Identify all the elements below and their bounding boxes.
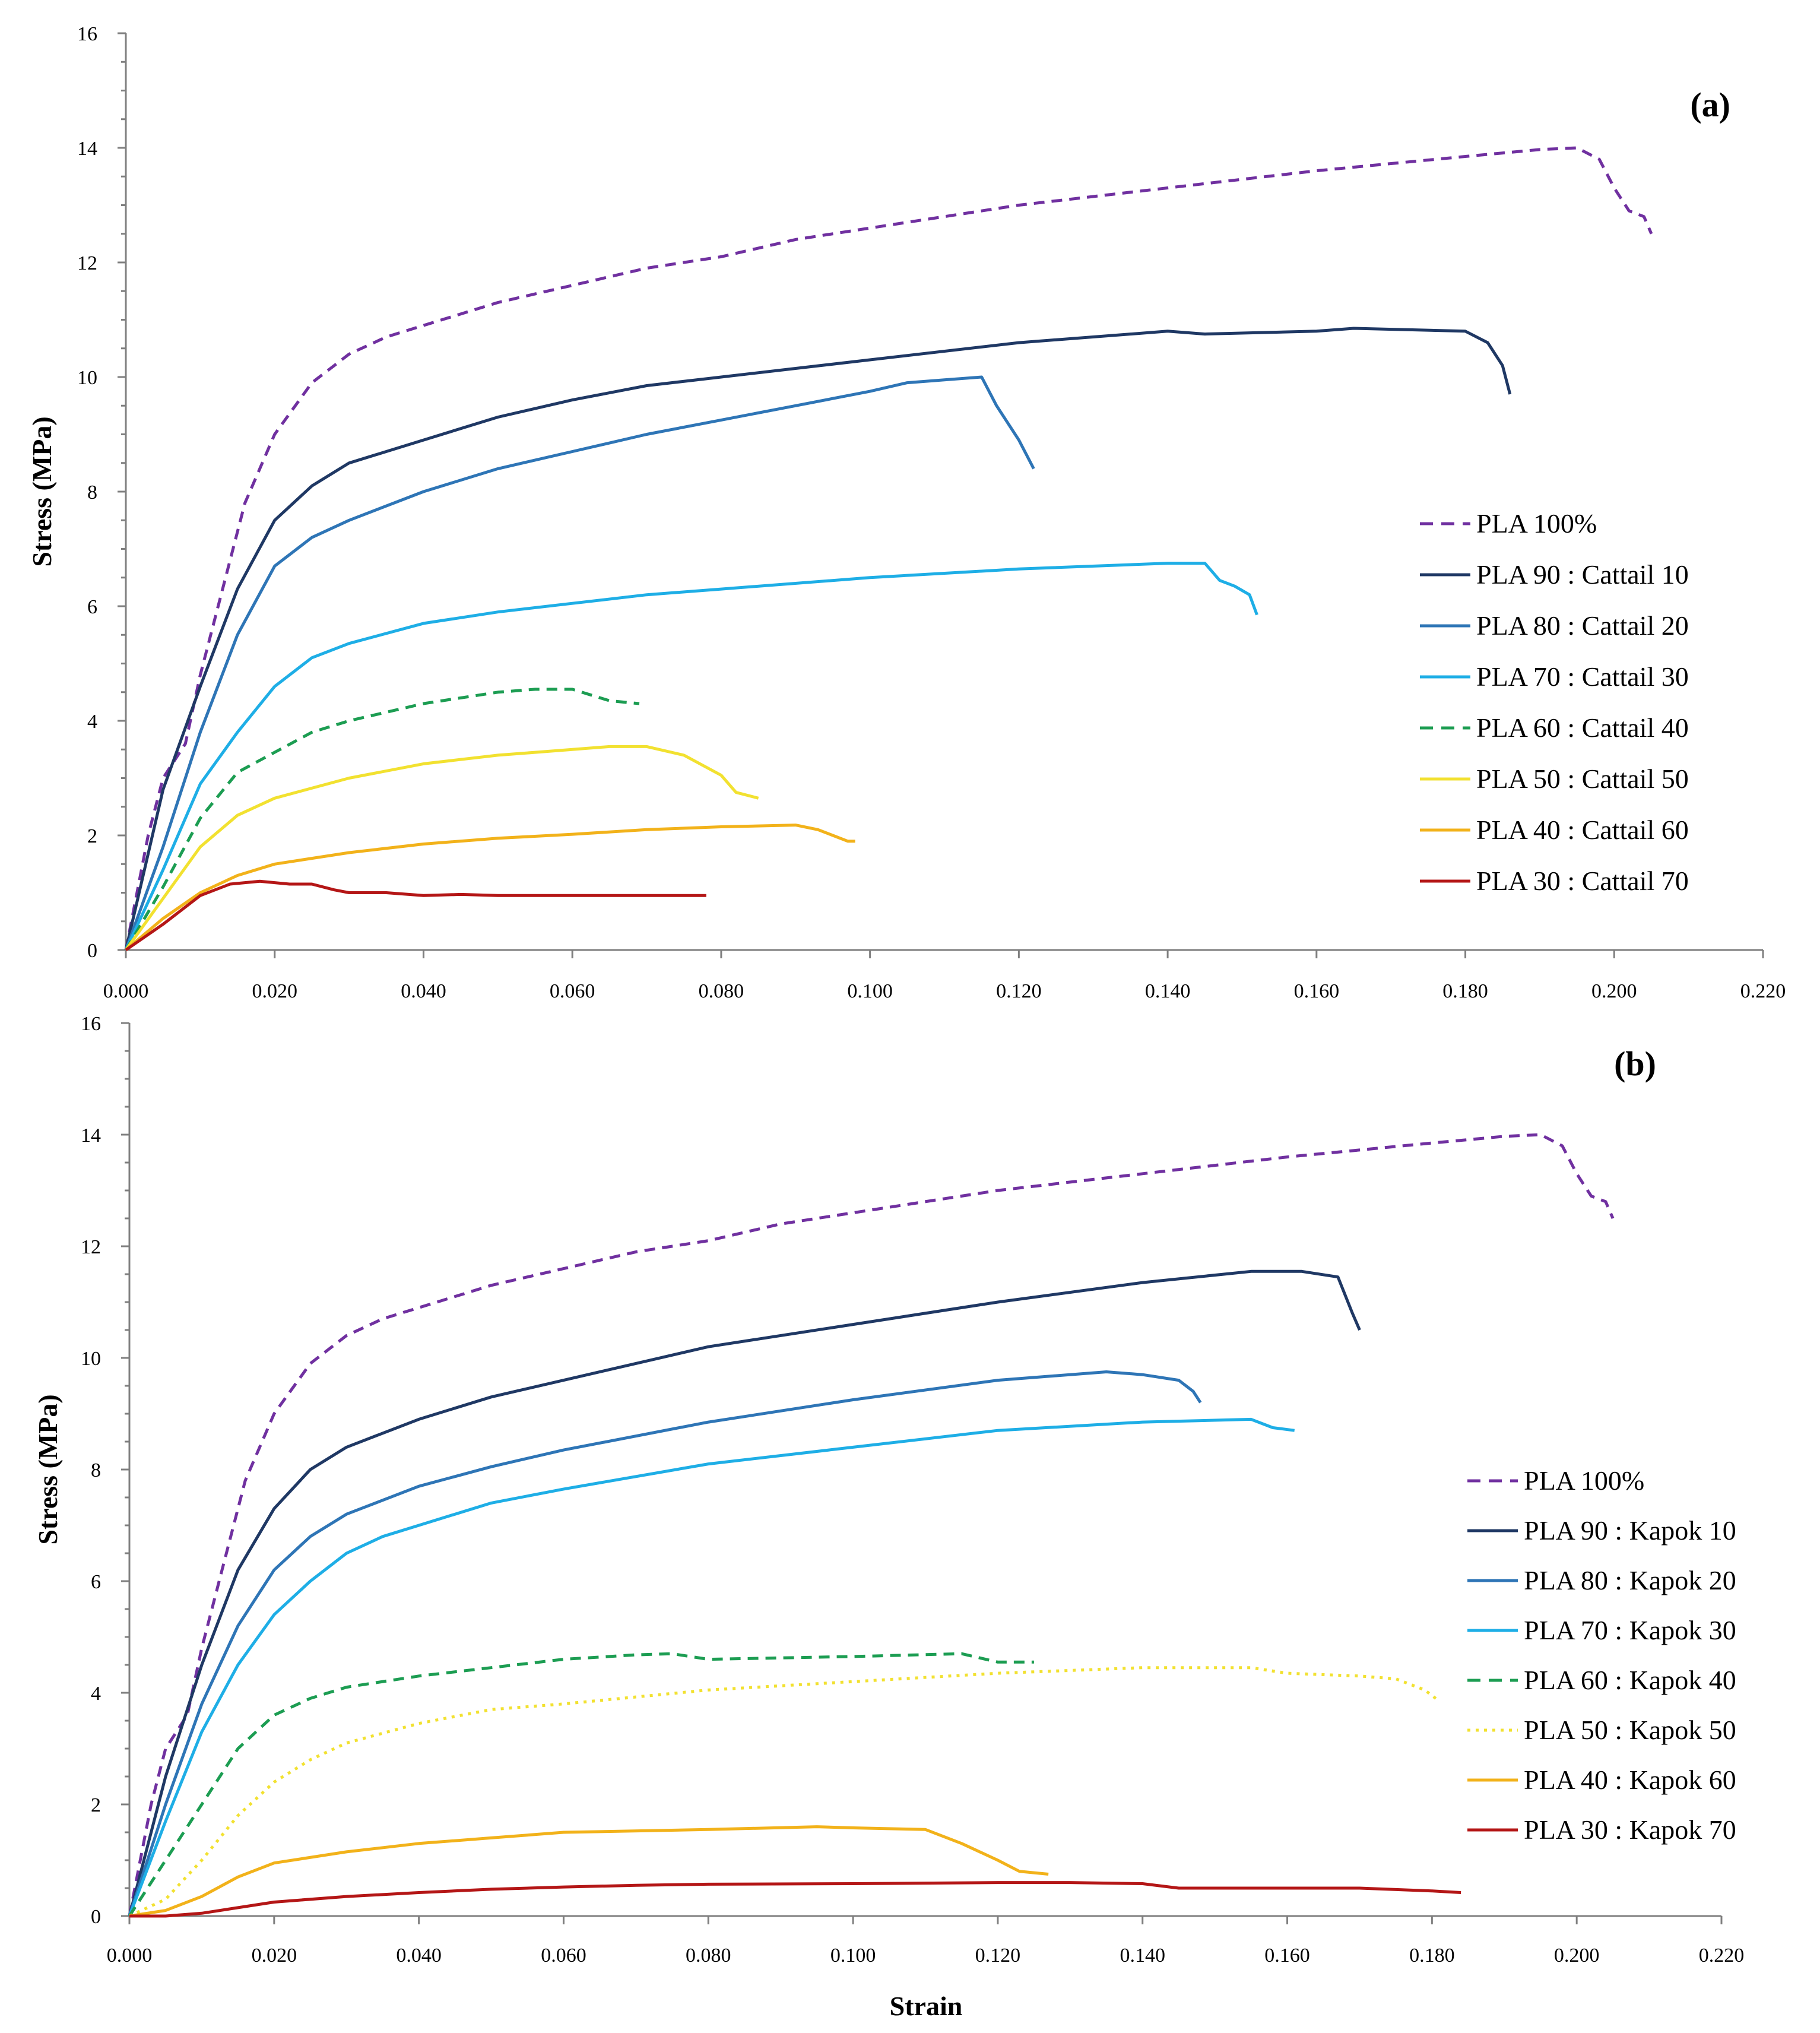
legend-label: PLA 70 : Cattail 30 — [1476, 661, 1689, 692]
chart-panel-a: 0 2 4 6 8 10 12 14 16 0.000 0.020 0.040 0.060 0.080 0.… — [27, 23, 1786, 1002]
x-tick-label: 0.020 — [252, 1945, 297, 1966]
y-tick-label: 10 — [81, 1348, 101, 1370]
legend-label: PLA 30 : Cattail 70 — [1476, 866, 1689, 896]
series-line-pla-40-cattail-60 — [125, 824, 855, 951]
legend-label: PLA 40 : Kapok 60 — [1524, 1765, 1736, 1795]
panel-label: (a) — [1690, 86, 1730, 124]
x-tick-label: 0.100 — [847, 980, 893, 1002]
legend-label: PLA 90 : Cattail 10 — [1476, 559, 1689, 590]
y-tick-label: 16 — [77, 23, 97, 45]
legend: PLA 100% PLA 90 : Kapok 10 PLA 80 : Kapok … — [1467, 1465, 1736, 1845]
y-tick-label: 12 — [81, 1236, 101, 1258]
legend-label: PLA 80 : Cattail 20 — [1476, 610, 1689, 641]
legend-label: PLA 100% — [1476, 508, 1597, 539]
x-tick-label: 0.060 — [550, 980, 595, 1002]
x-tick-label: 0.100 — [830, 1945, 876, 1966]
y-tick-label: 12 — [77, 252, 97, 274]
legend-label: PLA 90 : Kapok 10 — [1524, 1515, 1736, 1546]
x-tick-label: 0.220 — [1699, 1945, 1745, 1966]
x-tick-label: 0.080 — [686, 1945, 731, 1966]
legend-label: PLA 60 : Cattail 40 — [1476, 712, 1689, 743]
y-tick-label: 2 — [91, 1794, 101, 1816]
y-tick-label: 16 — [81, 1013, 101, 1035]
series-line-pla-50-kapok-50 — [128, 1666, 1441, 1918]
legend-label: PLA 30 : Kapok 70 — [1524, 1814, 1736, 1845]
series-line-pla-40-kapok-60 — [129, 1825, 1049, 1918]
y-tick-label: 4 — [91, 1683, 101, 1705]
series-line-pla-30-kapok-70 — [129, 1881, 1461, 1918]
x-tick-label: 0.120 — [996, 980, 1042, 1002]
y-tick-label: 4 — [87, 711, 97, 733]
series-line-pla-60-kapok-40 — [128, 1652, 1034, 1917]
y-tick-label: 8 — [87, 482, 97, 504]
y-tick-label: 8 — [91, 1459, 101, 1481]
y-tick-label: 2 — [87, 825, 97, 847]
legend-label: PLA 80 : Kapok 20 — [1524, 1565, 1736, 1595]
legend-label: PLA 60 : Kapok 40 — [1524, 1665, 1736, 1695]
x-axis-title: Strain — [890, 1991, 963, 2021]
y-axis-title: Stress (MPa) — [27, 416, 57, 566]
series-line-pla-30-cattail-70 — [125, 879, 706, 952]
y-tick-label: 14 — [81, 1125, 101, 1147]
x-tick-label: 0.060 — [541, 1945, 586, 1966]
x-tick-label: 0.080 — [699, 980, 744, 1002]
legend-label: PLA 100% — [1524, 1465, 1644, 1496]
y-tick-label: 6 — [91, 1571, 101, 1593]
legend-label: PLA 50 : Kapok 50 — [1524, 1715, 1736, 1745]
y-tick-label: 0 — [87, 940, 97, 962]
x-tick-label: 0.000 — [103, 980, 149, 1002]
chart-panel-b: 0 2 4 6 8 10 12 14 16 0.000 0.020 0.040 0.060 0.080 0.… — [33, 1013, 1744, 2021]
x-tick-label: 0.040 — [401, 980, 446, 1002]
x-tick-label: 0.000 — [107, 1945, 153, 1966]
x-tick-label: 0.180 — [1442, 980, 1488, 1002]
y-tick-label: 0 — [91, 1906, 101, 1928]
series-line-pla-100 — [128, 1133, 1615, 1917]
x-tick-label: 0.200 — [1591, 980, 1637, 1002]
x-tick-label: 0.140 — [1145, 980, 1191, 1002]
x-tick-label: 0.160 — [1264, 1945, 1310, 1966]
series-line-pla-90-kapok-10 — [128, 1269, 1361, 1917]
y-tick-label: 6 — [87, 596, 97, 618]
x-tick-label: 0.020 — [252, 980, 297, 1002]
x-tick-label: 0.220 — [1740, 980, 1786, 1002]
series-line-pla-80-cattail-20 — [124, 375, 1035, 951]
x-tick-label: 0.140 — [1120, 1945, 1165, 1966]
series-line-pla-80-kapok-20 — [128, 1370, 1202, 1917]
series-line-pla-70-cattail-30 — [124, 562, 1258, 951]
series-line-pla-90-cattail-10 — [124, 327, 1512, 951]
legend-label: PLA 50 : Cattail 50 — [1476, 764, 1689, 794]
series-line-pla-100 — [124, 146, 1653, 951]
y-axis-title: Stress (MPa) — [33, 1394, 63, 1544]
series-line-pla-70-kapok-30 — [128, 1417, 1295, 1917]
series-line-pla-50-cattail-50 — [124, 745, 759, 951]
legend-label: PLA 40 : Cattail 60 — [1476, 815, 1689, 845]
panel-label: (b) — [1614, 1044, 1656, 1083]
x-tick-label: 0.200 — [1554, 1945, 1600, 1966]
legend-label: PLA 70 : Kapok 30 — [1524, 1615, 1736, 1645]
series-line-pla-60-cattail-40 — [124, 688, 640, 951]
y-tick-label: 14 — [77, 138, 97, 160]
y-tick-label: 10 — [77, 367, 97, 389]
x-tick-label: 0.120 — [975, 1945, 1021, 1966]
x-tick-label: 0.180 — [1409, 1945, 1455, 1966]
legend: PLA 100% PLA 90 : Cattail 10 PLA 80 : Catt… — [1420, 508, 1689, 896]
x-tick-label: 0.040 — [396, 1945, 442, 1966]
x-tick-label: 0.160 — [1294, 980, 1340, 1002]
